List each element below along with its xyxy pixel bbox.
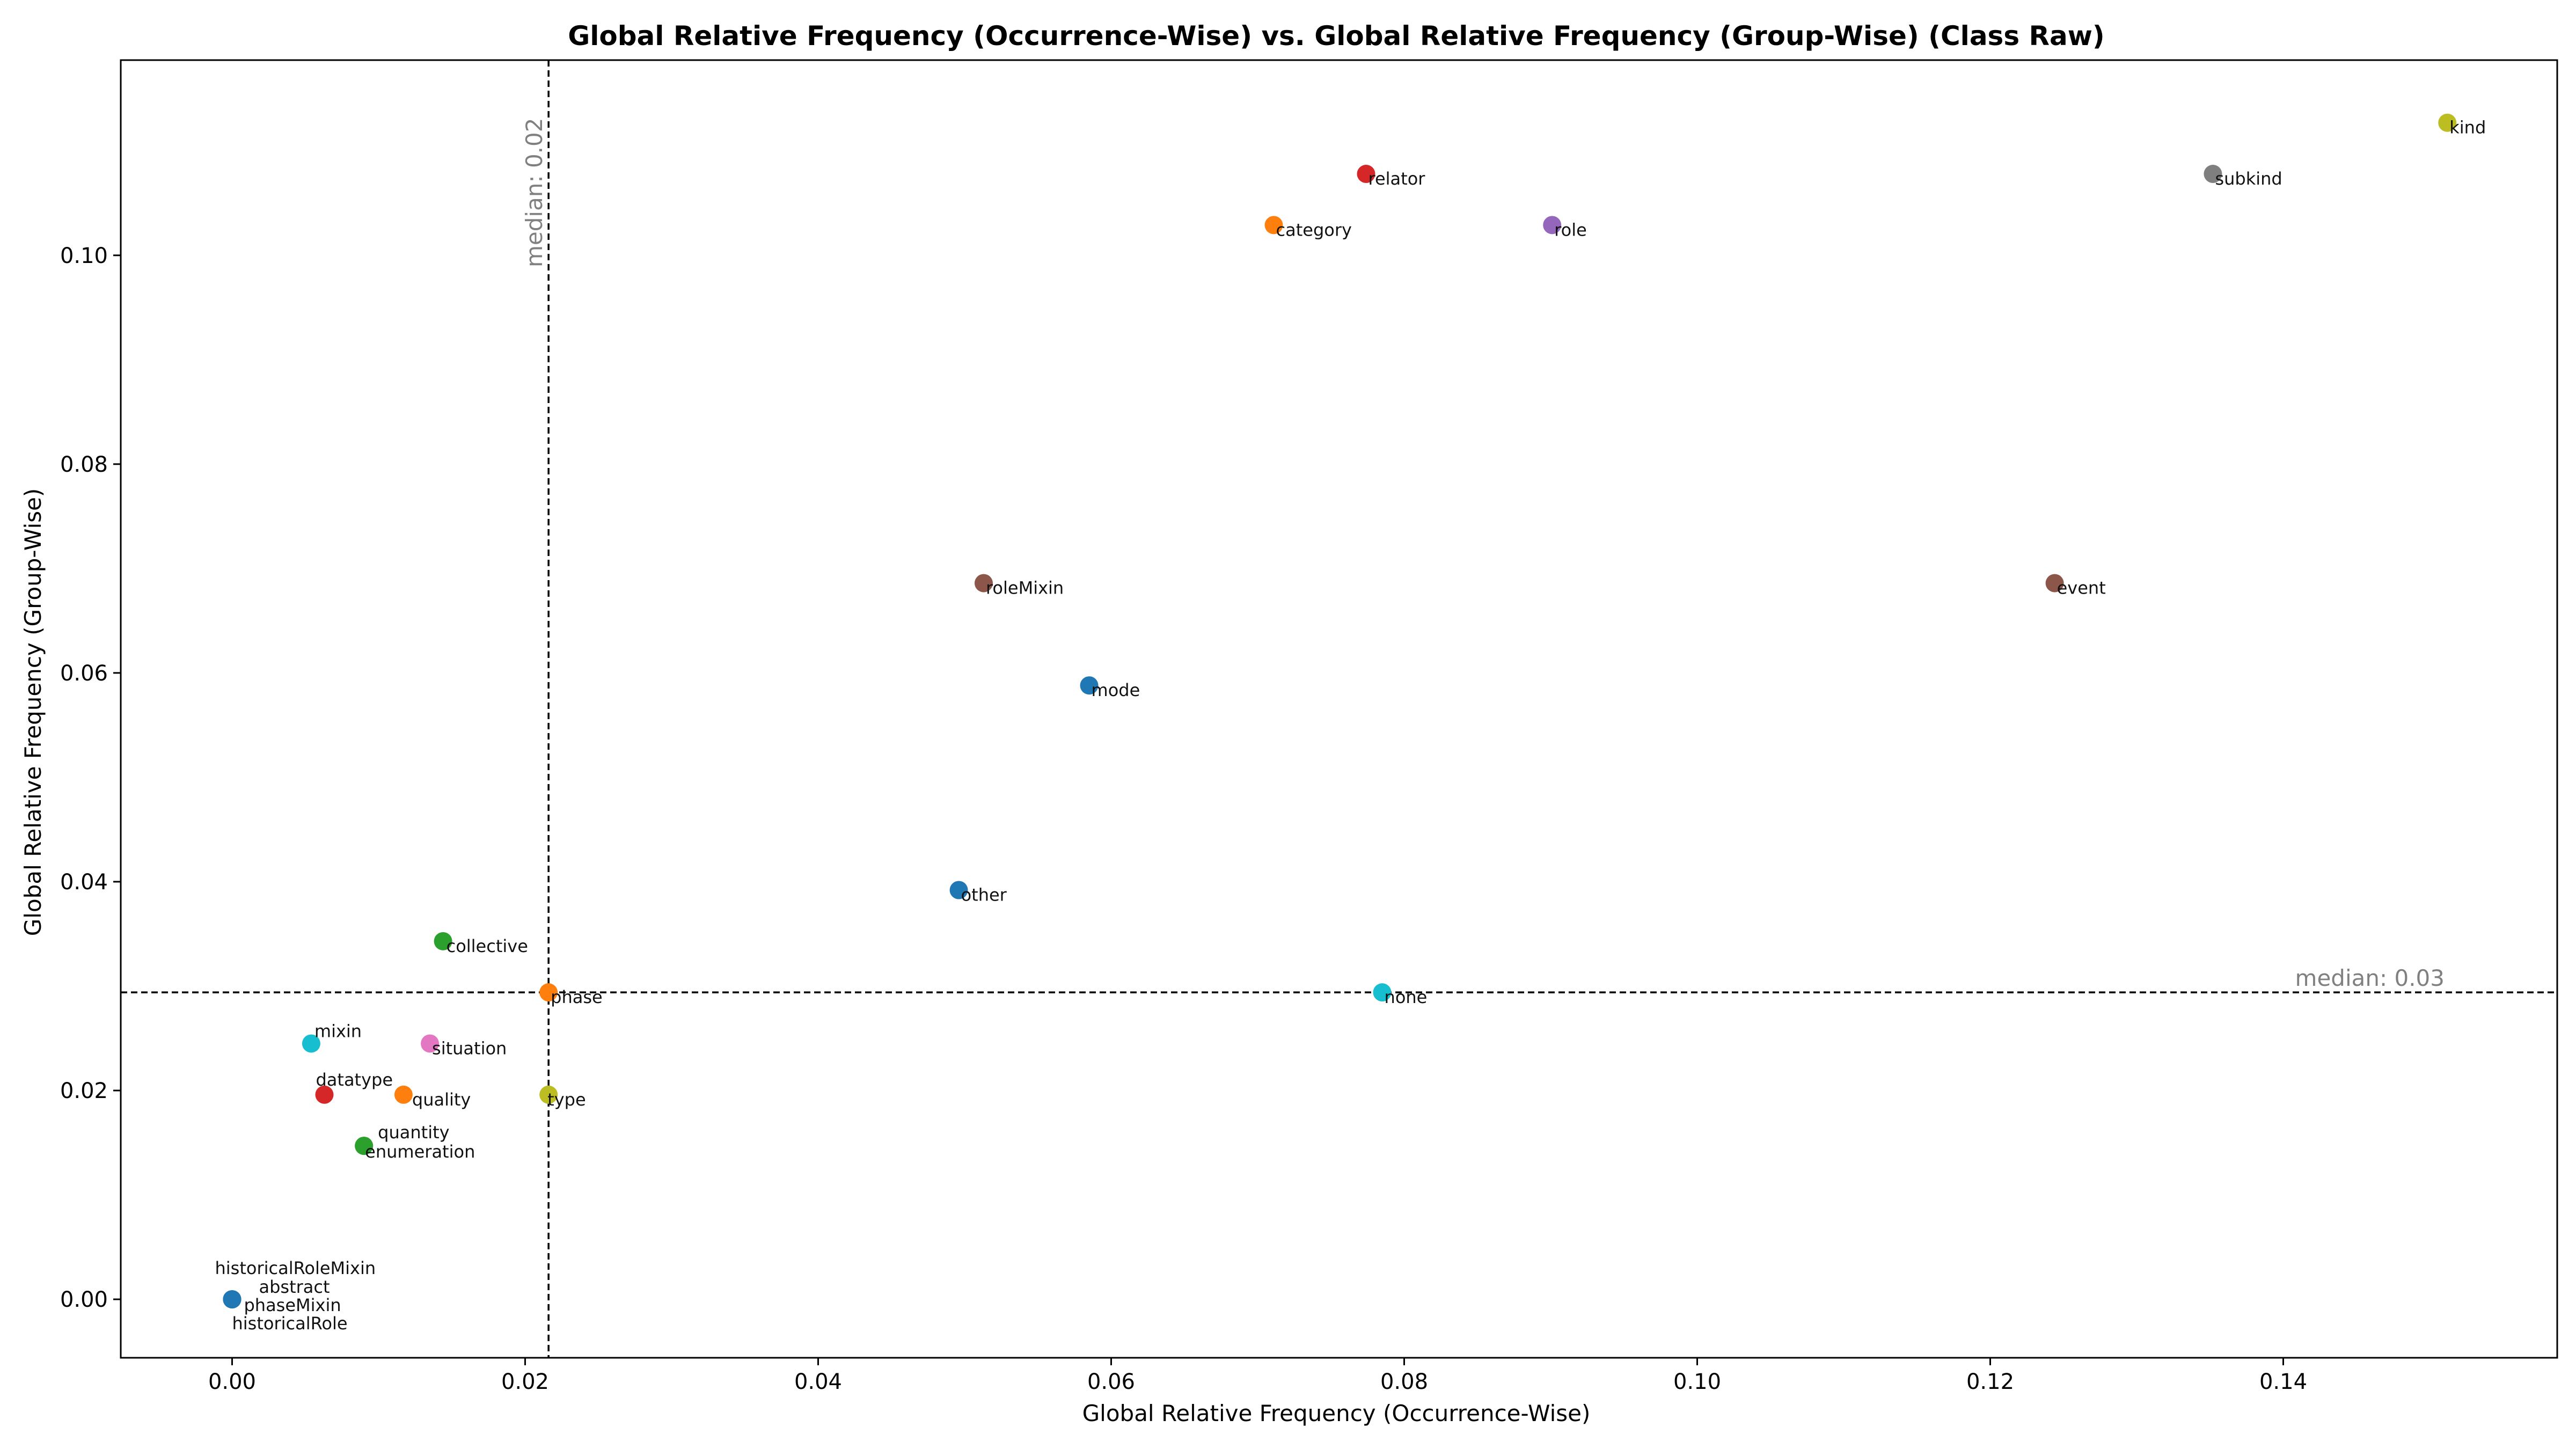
y-tick-label: 0.04 [60,870,108,895]
x-tick-label: 0.10 [1673,1370,1721,1394]
point-enumeration [355,1137,374,1155]
x-tick-label: 0.12 [1966,1370,2014,1394]
point-situation [421,1034,440,1053]
point-roleMixin [974,574,993,592]
x-tick-label: 0.14 [2259,1370,2307,1394]
median-y-label: median: 0.03 [2295,965,2445,991]
x-tick-label: 0.00 [208,1370,256,1394]
point-mixin [302,1034,320,1053]
point-label-abstract: abstract [259,1277,330,1297]
x-tick-label: 0.02 [501,1370,549,1394]
point-label-situation: situation [432,1038,507,1058]
point-mode [1080,676,1099,695]
point-historicalRole [223,1290,241,1309]
y-tick-label: 0.10 [60,244,108,268]
point-other [949,881,968,899]
point-label-relator: relator [1368,169,1426,189]
point-label-enumeration: enumeration [365,1141,475,1162]
point-event [2045,574,2064,592]
y-tick-label: 0.02 [60,1079,108,1103]
y-tick-label: 0.00 [60,1287,108,1312]
point-label-kind: kind [2449,118,2486,138]
plot-area: 0.00 0.02 0.04 0.06 0.08 0.10 0.12 0.14 0.00 0.02… [60,59,2558,1394]
point-label-historicalRole: historicalRole [232,1313,347,1334]
median-x-label: median: 0.02 [521,118,547,267]
point-label-category: category [1276,219,1352,240]
point-label-none: none [1385,987,1428,1007]
y-tick-label: 0.06 [60,661,108,686]
point-label-mixin: mixin [314,1021,362,1041]
x-tick-label: 0.08 [1380,1370,1428,1394]
point-none [1373,983,1392,1002]
x-axis-label: Global Relative Frequency (Occurrence-Wi… [1082,1400,1591,1426]
point-subkind [2204,165,2222,184]
y-axis-label: Global Relative Frequency (Group-Wise) [20,488,46,936]
point-relator [1357,165,1375,184]
point-type [539,1085,558,1104]
point-label-mode: mode [1092,680,1140,700]
point-label-quality: quality [412,1089,471,1110]
point-label-quantity: quantity [378,1122,449,1143]
point-label-collective: collective [447,936,528,956]
point-label-subkind: subkind [2215,169,2282,189]
point-label-historicalRoleMixin: historicalRoleMixin [215,1258,376,1278]
point-datatype [315,1085,334,1104]
point-category [1264,216,1283,235]
point-phase [539,983,558,1002]
point-label-datatype: datatype [316,1070,393,1090]
point-collective [434,932,452,950]
x-tick-label: 0.04 [794,1370,842,1394]
point-role [1543,216,1562,235]
point-label-roleMixin: roleMixin [986,578,1064,598]
point-label-type: type [547,1089,586,1110]
chart-title: Global Relative Frequency (Occurrence-Wi… [568,20,2105,52]
x-tick-label: 0.06 [1087,1370,1135,1394]
point-label-event: event [2057,578,2106,598]
point-label-role: role [1554,219,1587,240]
point-quality [394,1085,413,1104]
point-label-phase: phase [551,987,603,1007]
plot-frame [120,59,2558,1359]
point-kind [2438,113,2457,132]
point-label-phaseMixin: phaseMixin [244,1295,341,1315]
point-label-other: other [961,885,1007,905]
y-tick-label: 0.08 [60,452,108,477]
